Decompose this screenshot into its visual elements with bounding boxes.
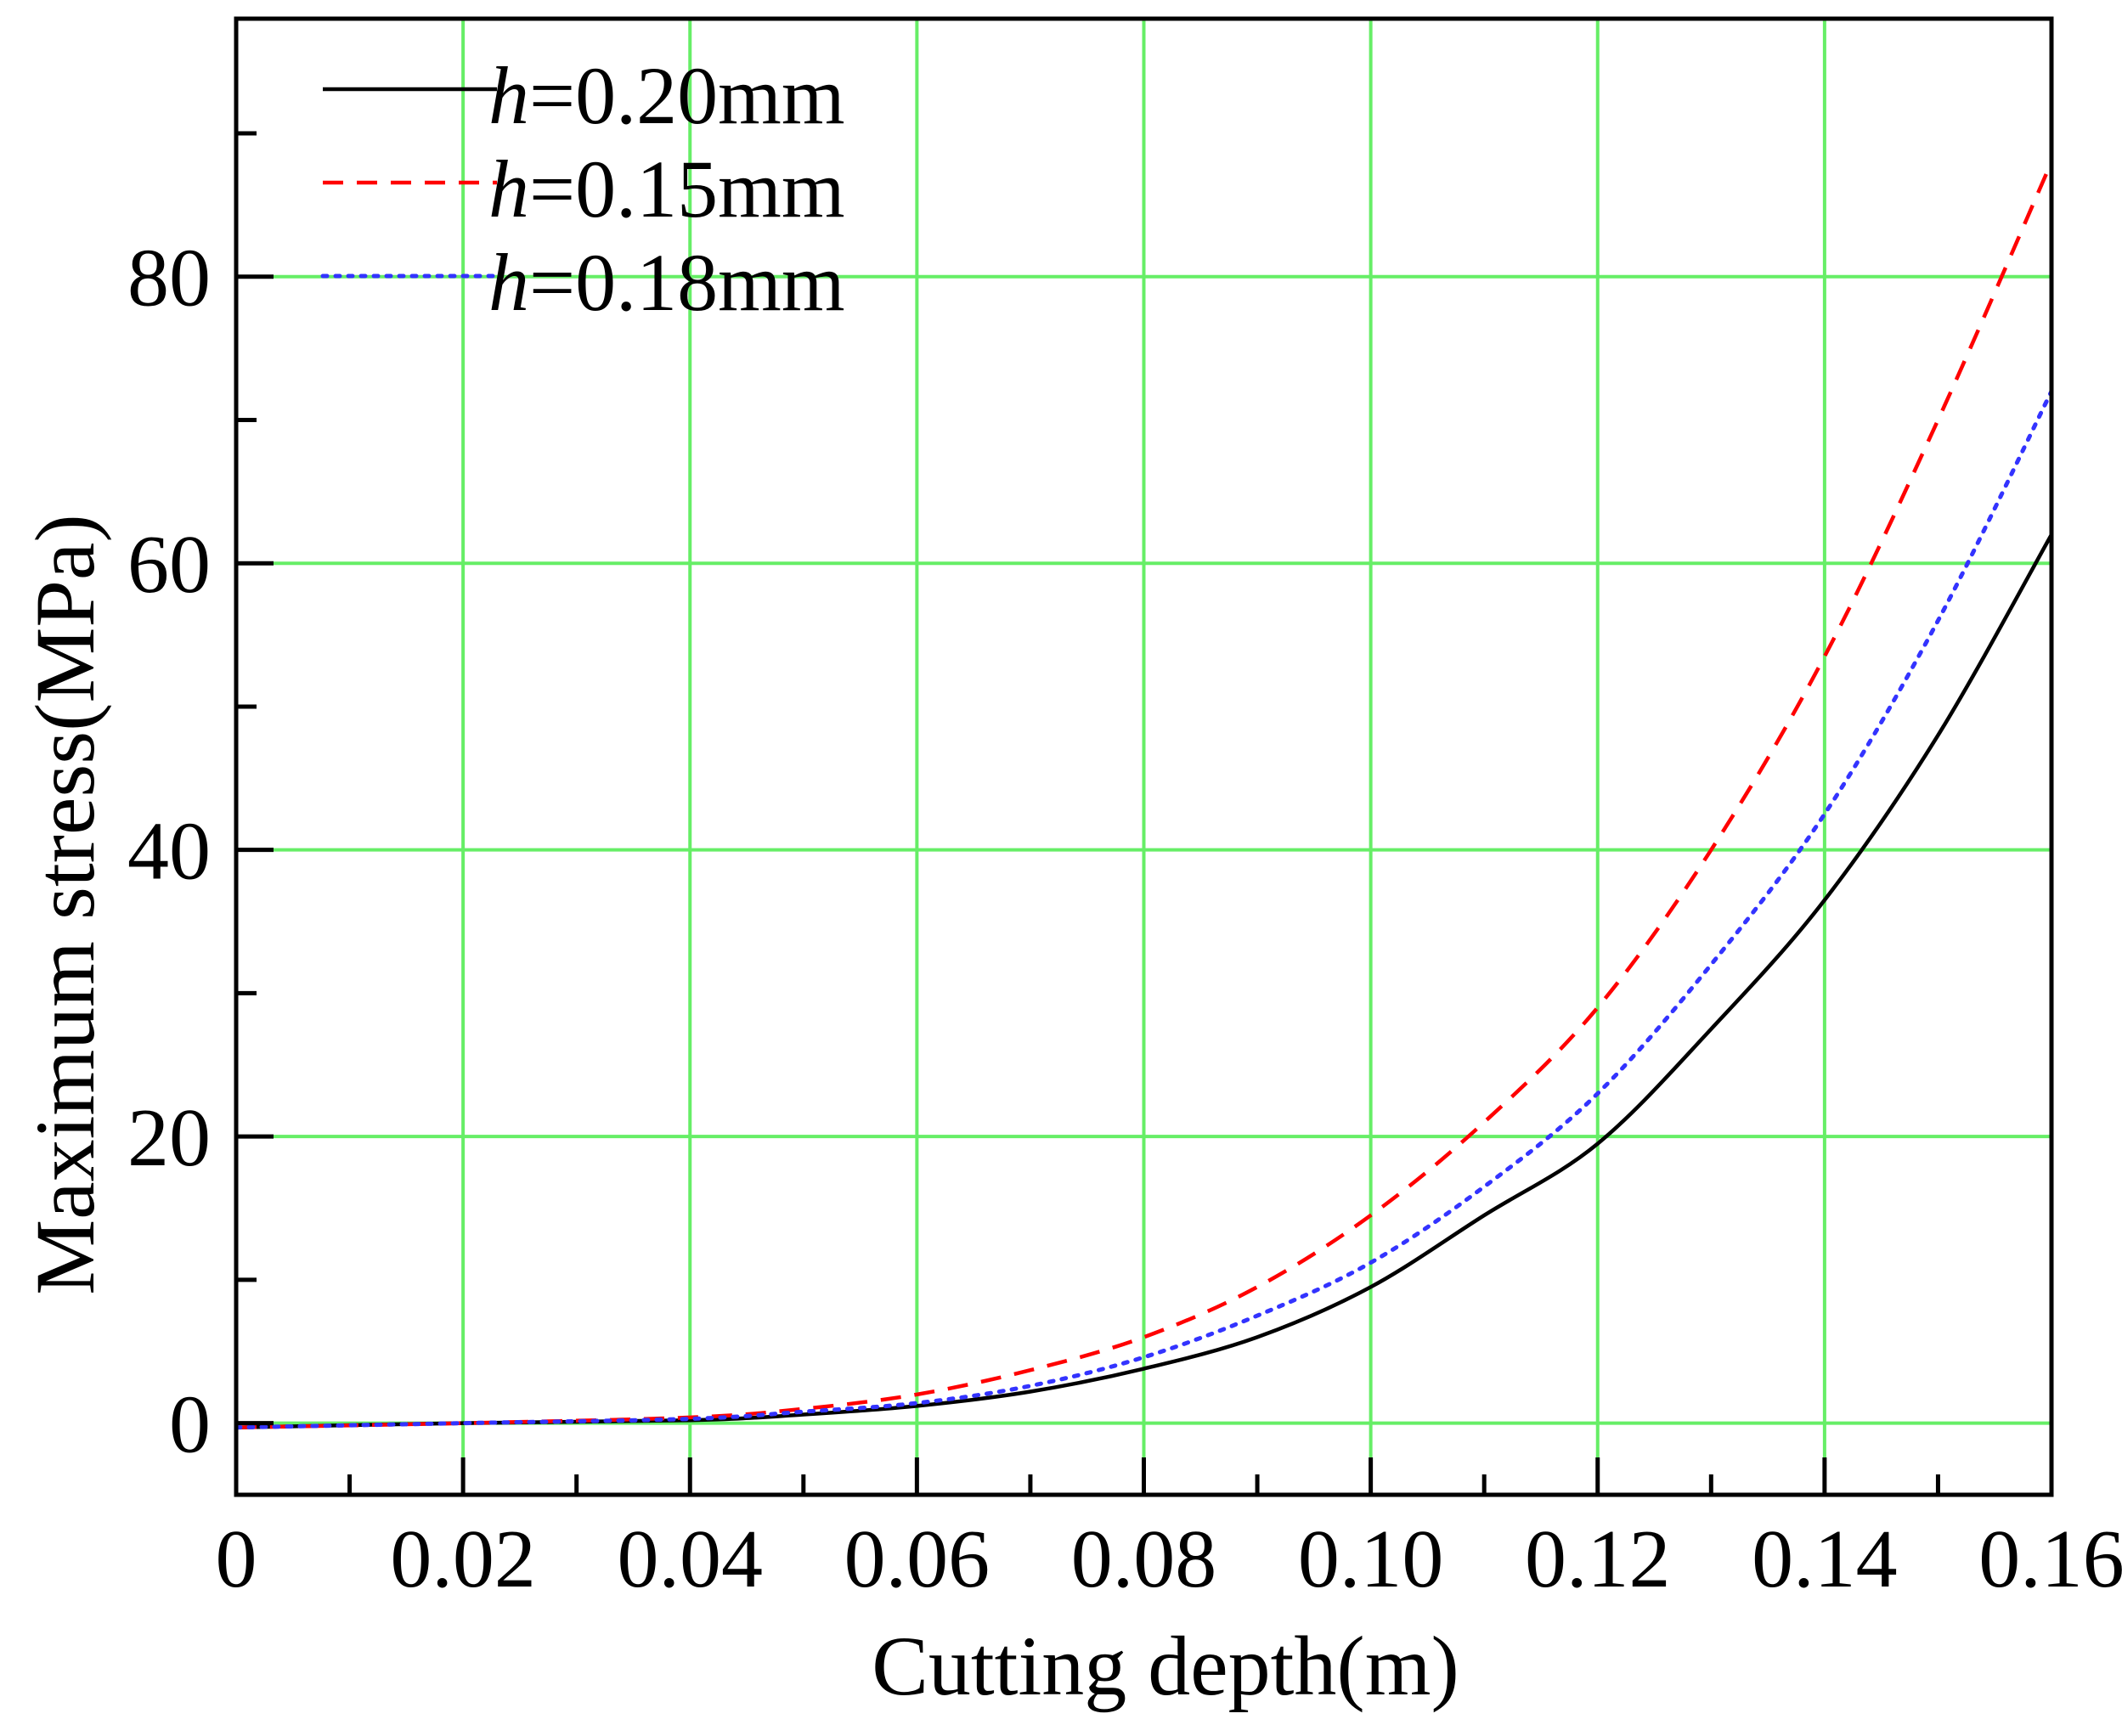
x-tick-label: 0.02 xyxy=(390,1513,536,1605)
x-axis-title: Cutting depth(m) xyxy=(872,1619,1459,1713)
legend-label-rest: =0.18mm xyxy=(529,237,844,328)
legend-label-italic: h xyxy=(488,144,529,234)
legend-label-italic: h xyxy=(488,237,529,328)
x-tick-label: 0.12 xyxy=(1525,1513,1671,1605)
x-tick-label: 0.08 xyxy=(1071,1513,1217,1605)
y-tick-label: 0 xyxy=(169,1379,211,1471)
y-tick-label: 40 xyxy=(127,806,211,898)
y-axis-title: Maximum stress(MPa) xyxy=(18,514,112,1294)
legend-label-1: h=0.20mm xyxy=(488,50,844,141)
x-tick-labels: 0 0.02 0.04 0.06 0.08 0.10 0.12 0.14 0.16 xyxy=(216,1513,2122,1605)
legend-label-italic: h xyxy=(488,50,529,141)
y-tick-labels: 0 20 40 60 80 xyxy=(127,233,211,1471)
legend-label-rest: =0.20mm xyxy=(529,50,844,141)
y-tick-label: 60 xyxy=(127,519,211,611)
x-tick-label: 0.14 xyxy=(1752,1513,1898,1605)
x-tick-label: 0.10 xyxy=(1298,1513,1444,1605)
x-tick-label: 0 xyxy=(216,1513,257,1605)
y-tick-label: 20 xyxy=(127,1092,211,1184)
x-tick-label: 0.06 xyxy=(844,1513,990,1605)
x-tick-label: 0.16 xyxy=(1978,1513,2122,1605)
legend-label-3: h=0.18mm xyxy=(488,237,844,328)
y-tick-label: 80 xyxy=(127,233,211,324)
x-tick-label: 0.04 xyxy=(618,1513,764,1605)
legend-label-2: h=0.15mm xyxy=(488,144,844,234)
legend-label-rest: =0.15mm xyxy=(529,144,844,234)
